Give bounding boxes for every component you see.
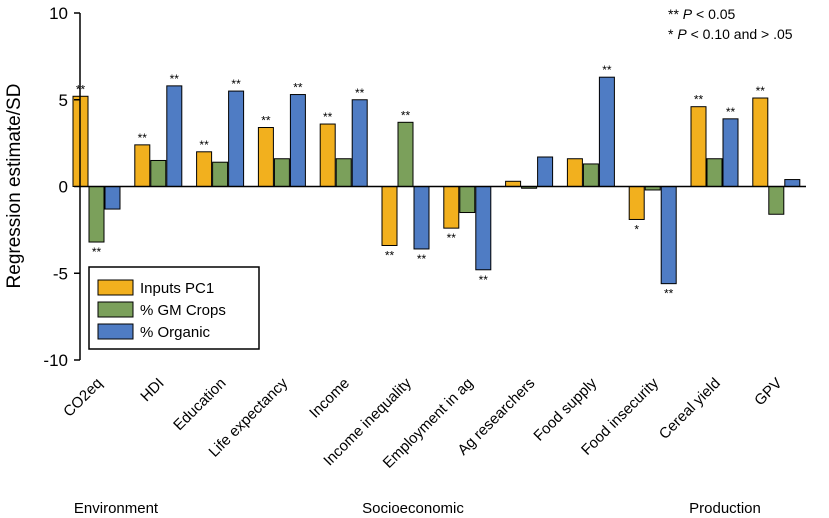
significance-stars: ** [756,84,766,98]
significance-stars: ** [199,138,209,152]
bar--organic-life-expectancy [289,94,306,187]
significance-annotation: ** P < 0.05 * P < 0.10 and > .05 [668,6,793,42]
bar--organic-ag-researchers [537,156,554,188]
bar--gm-crops-gpv [768,186,785,215]
significance-stars: ** [726,105,736,119]
legend-swatch [97,323,134,340]
significance-stars: ** [602,63,612,77]
bar-inputs-pc1-gpv [752,97,769,187]
bar--gm-crops-income-inequality [397,121,414,187]
bar--organic-food-supply [598,76,615,187]
significance-stars: ** [355,86,365,100]
significance-stars: ** [261,114,271,128]
bar-inputs-pc1-education [196,151,213,188]
bar-inputs-pc1-life-expectancy [257,127,274,188]
bar-inputs-pc1-income-inequality [381,186,398,246]
y-axis-title: Regression estimate/SD [4,84,25,289]
annotation-line1-p: P [683,6,693,22]
significance-stars: ** [92,245,102,259]
annotation-line2-rest: < 0.10 and > .05 [687,26,793,42]
category-label: CO2eq [60,375,106,421]
annotation-line2-stars: * [668,26,677,42]
y-tick-label: -10 [43,351,68,370]
annotation-line2-p: P [677,26,687,42]
group-label: Environment [74,500,159,517]
significance-stars: ** [664,287,674,301]
bar--organic-income [351,99,368,187]
bar--gm-crops-life-expectancy [273,158,290,188]
bar--organic-employment-in-ag [475,186,492,271]
significance-stars: * [634,222,639,236]
bar-inputs-pc1-employment-in-ag [443,186,460,229]
bar--organic-food-insecurity [660,186,677,285]
category-label: Income [306,375,353,422]
annotation-line1-stars: ** [668,6,683,22]
bar--gm-crops-education [212,161,229,188]
legend-swatch [97,279,134,296]
significance-stars: ** [293,81,303,95]
bar--gm-crops-cereal-yield [706,158,723,188]
svg-text:* P < 0.10 and > .05: * P < 0.10 and > .05 [668,26,793,42]
bar-inputs-pc1-cereal-yield [690,106,707,187]
bar--organic-hdi [166,85,183,187]
bar--gm-crops-employment-in-ag [459,186,476,214]
significance-stars: ** [479,273,489,287]
bar-inputs-pc1-hdi [134,144,151,187]
bar--gm-crops-income [335,158,352,188]
bar--organic-education [228,90,245,187]
bar-inputs-pc1-food-insecurity [628,186,645,220]
bar--gm-crops-co2eq [88,186,105,243]
category-label: Education [170,375,229,434]
y-tick-label: 5 [59,91,68,110]
significance-stars: ** [231,77,241,91]
legend-swatch [97,301,134,318]
group-label: Production [689,500,761,517]
significance-stars: ** [323,110,333,124]
significance-stars: ** [170,72,180,86]
category-label: Cereal yield [656,375,724,443]
significance-stars: ** [447,231,457,245]
bar-inputs-pc1-income [319,123,336,187]
y-tick-label: 0 [59,178,68,197]
significance-stars: ** [401,108,411,122]
bar--organic-income-inequality [413,186,430,250]
bar-inputs-pc1-food-supply [566,158,583,188]
bar--organic-gpv [784,179,801,187]
significance-stars: ** [385,248,395,262]
significance-stars: ** [694,93,704,107]
legend-label: Inputs PC1 [140,280,214,297]
bar--gm-crops-hdi [150,159,167,188]
annotation-line1-rest: < 0.05 [692,6,735,22]
y-tick-label: -5 [53,264,68,283]
svg-text:** P < 0.05: ** P < 0.05 [668,6,736,22]
bar--gm-crops-food-supply [582,163,599,188]
bar-inputs-pc1-ag-researchers [505,180,522,187]
category-label: HDI [137,375,167,405]
y-tick-label: 10 [49,4,68,23]
legend-label: % GM Crops [140,302,226,319]
significance-stars: ** [417,252,427,266]
bar--organic-co2eq [104,186,121,210]
bar--organic-cereal-yield [722,118,739,187]
legend-label: % Organic [140,324,211,341]
group-label: Socioeconomic [362,500,464,517]
category-label: GPV [751,375,785,409]
significance-stars: ** [138,131,148,145]
